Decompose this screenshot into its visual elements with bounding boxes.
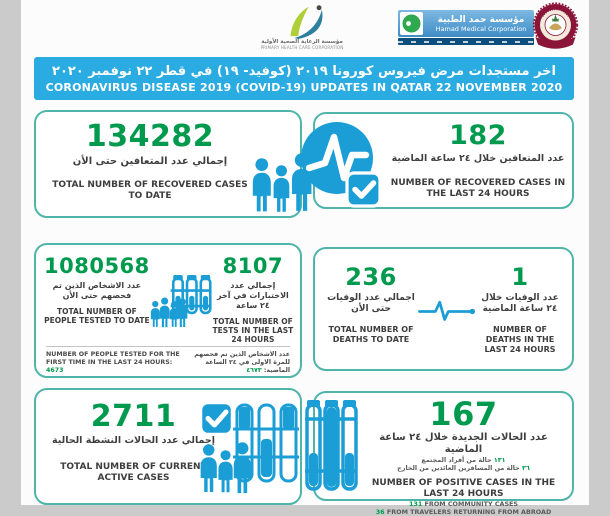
hmc-banner: مؤسسة حمد الطبية Hamad Medical Corporati… [398,10,534,37]
hmc-emblem-icon [400,12,423,35]
moph-qatar-emblem [532,2,580,55]
first-time-tested-value-en: 4673 [46,367,64,374]
first-time-tested-label-ar: عدد الاشخاص الذين تم فحصهم للمرة الاولى … [194,351,290,374]
tests-24h-value: 8107 [212,253,294,279]
recovered-total-label-en: TOTAL NUMBER OF RECOVERED CASES TO DATE [44,180,256,202]
deaths-24h-label-en: NUMBER OF DEATHS IN THE LAST 24 HOURS [476,325,564,355]
positive-24h-label-ar: عدد الحالات الجديدة خلال ٢٤ ساعة الماضية [363,432,564,456]
recovered-24h-label-en: NUMBER OF RECOVERED CASES IN THE LAST 24… [387,178,569,200]
hmc-tagline-strip [398,38,534,45]
positive-travelers-ar: ٣٦ حالة من المسافرين العائدين من الخارج [363,464,564,472]
hmc-name-arabic: مؤسسة حمد الطبية [428,15,534,25]
card-deaths: 236 اجمالي عدد الوفيات حتى الأن TOTAL NU… [313,247,574,371]
tests-24h-label-en: TOTAL NUMBER OF TESTS IN THE LAST 24 HOU… [212,317,294,344]
positive-24h-value: 167 [363,397,564,432]
deaths-24h-label-ar: عدد الوفيات خلال ٢٤ ساعة الماضية [476,293,564,315]
positive-24h-label-en: NUMBER OF POSITIVE CASES IN THE LAST 24 … [363,478,564,500]
ekg-flatline-icon [417,263,476,329]
first-time-tested-label-en: NUMBER OF PEOPLE TESTED FOR THE FIRST TI… [46,351,180,366]
infographic-page: مؤسسة الرعاية الصحية الأولية PRIMARY HEA… [21,0,589,505]
positive-travelers-en: 36 FROM TRAVELERS RETURNING FROM ABROAD [363,508,564,516]
card-positive-cases: 167 عدد الحالات الجديدة خلال ٢٤ ساعة الم… [313,391,574,501]
tested-total-label-en: TOTAL NUMBER OF PEOPLE TESTED TO DATE [44,307,150,325]
tested-total-value: 1080568 [44,253,150,279]
hmc-logo: مؤسسة حمد الطبية Hamad Medical Corporati… [398,10,534,45]
deaths-24h-value: 1 [476,263,564,291]
footnote-divider [46,346,290,347]
phcc-name-english: PRIMARY HEALTH CARE CORPORATION [247,45,357,50]
active-total-label-en: TOTAL NUMBER OF CURRENT ACTIVE CASES [46,462,221,484]
tests-24h-label-ar: إجمالي عدد الاختبارات في آخر ٢٤ ساعة [212,281,294,311]
banner-title-arabic: اخر مستجدات مرض فيروس كورونا ٢٠١٩ (كوفيد… [34,64,574,79]
active-total-label-ar: إجمالي عدد الحالات النشطة الحالية [46,435,221,446]
card-tested: 1080568 عدد الاشخاص الذين تم فحصهم حتى ا… [34,243,302,378]
qatar-emblem-icon [532,2,580,55]
recovered-24h-value: 182 [387,120,569,152]
title-banner: اخر مستجدات مرض فيروس كورونا ٢٠١٩ (كوفيد… [34,57,574,100]
card-active-cases: 2711 إجمالي عدد الحالات النشطة الحالية T… [34,388,302,505]
deaths-total-value: 236 [325,263,417,291]
positive-test-tubes-icon [302,397,360,497]
recovered-people-pulse-icon [249,116,385,218]
phcc-logo: مؤسسة الرعاية الصحية الأولية PRIMARY HEA… [247,3,357,50]
banner-title-english: CORONAVIRUS DISEASE 2019 (COVID-19) UPDA… [34,81,574,94]
recovered-total-value: 134282 [44,120,256,154]
positive-community-en: 131 FROM COMMUNITY CASES [363,500,564,508]
positive-community-ar: ١٣١ حالة من أفراد المجتمع [363,456,564,464]
recovered-total-label-ar: إجمالي عدد المتعافين حتى الأن [44,156,256,167]
active-cases-check-tubes-icon [199,395,305,501]
first-time-tested-value-ar: ٤٦٧٣ [246,367,261,374]
tested-people-tubes-icon [150,253,212,333]
active-total-value: 2711 [46,400,221,433]
deaths-total-label-en: TOTAL NUMBER OF DEATHS TO DATE [325,325,417,345]
recovered-24h-label-ar: عدد المتعافين خلال ٢٤ ساعة الماضية [387,153,569,164]
first-time-tested-footnote: NUMBER OF PEOPLE TESTED FOR THE FIRST TI… [46,351,290,375]
deaths-total-label-ar: اجمالي عدد الوفيات حتى الأن [325,293,417,315]
phcc-leaf-icon [276,3,328,39]
tested-total-label-ar: عدد الاشخاص الذين تم فحصهم حتى الأن [44,281,150,301]
hmc-name-english: Hamad Medical Corporation [428,25,534,33]
